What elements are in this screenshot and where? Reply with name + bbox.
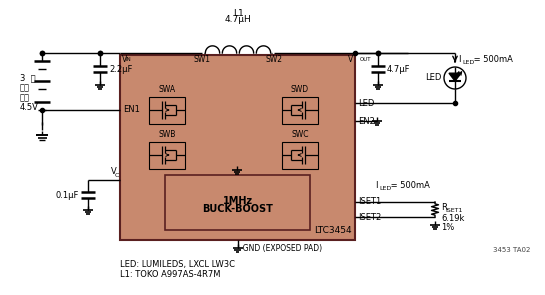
Bar: [282, 142, 318, 168]
Text: V: V: [348, 55, 353, 64]
Text: OUT: OUT: [360, 57, 372, 62]
Text: ISET2: ISET2: [358, 212, 381, 222]
Text: LED: LUMILEDS, LXCL LW3C: LED: LUMILEDS, LXCL LW3C: [120, 260, 235, 269]
Text: LTC3454: LTC3454: [314, 226, 352, 235]
Text: 3453 TA02: 3453 TA02: [493, 247, 530, 253]
Text: 1%: 1%: [441, 223, 454, 232]
Text: IN: IN: [126, 57, 132, 62]
Text: 电池: 电池: [20, 93, 30, 102]
Text: SWB: SWB: [158, 130, 175, 139]
Text: 1MHz: 1MHz: [222, 196, 252, 206]
Text: SWD: SWD: [291, 85, 309, 94]
Text: LED: LED: [462, 60, 474, 65]
Text: 4.7μH: 4.7μH: [225, 15, 251, 24]
Text: = 500mA: = 500mA: [388, 181, 430, 191]
Text: SW1: SW1: [193, 55, 210, 64]
Text: 6.19k: 6.19k: [441, 214, 464, 223]
Text: SWA: SWA: [159, 85, 175, 94]
Text: 镍氢: 镍氢: [20, 83, 30, 92]
Text: 4.7μF: 4.7μF: [387, 65, 410, 75]
Text: LED: LED: [379, 186, 391, 191]
Bar: [149, 96, 185, 124]
Text: ISET1: ISET1: [358, 197, 381, 206]
Text: I: I: [375, 181, 378, 191]
Text: ISET1: ISET1: [445, 208, 462, 213]
Text: BUCK-BOOST: BUCK-BOOST: [202, 204, 273, 214]
Text: 2.2μF: 2.2μF: [109, 65, 132, 75]
Text: GND (EXPOSED PAD): GND (EXPOSED PAD): [238, 243, 322, 253]
Text: 3  节: 3 节: [20, 73, 35, 82]
Bar: [120, 55, 355, 240]
Bar: [282, 96, 318, 124]
Text: EN2: EN2: [358, 117, 375, 125]
Bar: [149, 142, 185, 168]
Text: 0.1μF: 0.1μF: [56, 191, 79, 199]
Text: EN1: EN1: [123, 106, 140, 114]
Text: = 500mA: = 500mA: [471, 55, 513, 65]
Text: SW2: SW2: [265, 55, 282, 64]
Polygon shape: [449, 73, 461, 81]
Text: R: R: [441, 203, 447, 212]
Text: I: I: [458, 55, 461, 65]
Text: L1: L1: [233, 9, 244, 18]
Text: LED: LED: [425, 73, 441, 83]
Bar: [165, 175, 310, 230]
Text: V: V: [122, 55, 127, 64]
Text: V: V: [111, 167, 117, 176]
Text: 4.5V: 4.5V: [20, 103, 39, 112]
Text: L1: TOKO A997AS-4R7M: L1: TOKO A997AS-4R7M: [120, 270, 221, 279]
Text: LED: LED: [358, 99, 374, 107]
Text: SWC: SWC: [291, 130, 309, 139]
Text: C: C: [114, 173, 119, 178]
